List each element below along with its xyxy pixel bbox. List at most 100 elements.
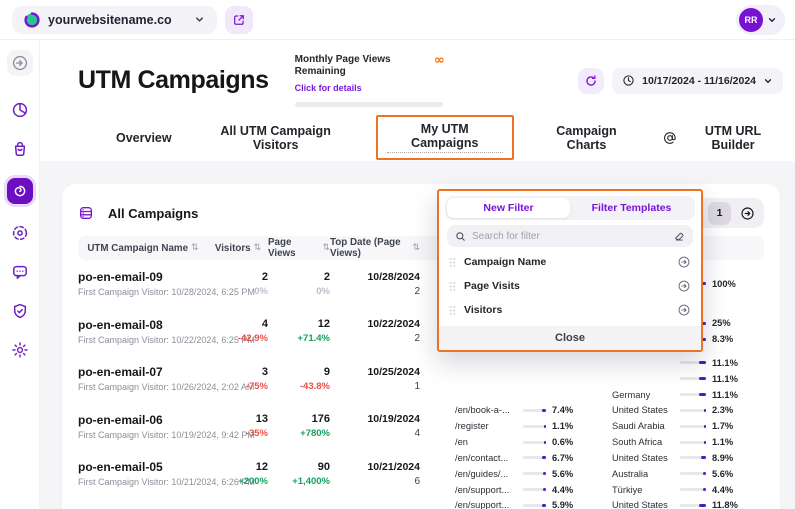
column-header-top-date[interactable]: Top Date (Page Views) ⇅	[330, 237, 420, 259]
close-button[interactable]: Close	[439, 326, 701, 350]
campaign-name: po-en-email-04	[78, 508, 208, 509]
filter-item-page-visits[interactable]: Page Visits	[449, 274, 691, 298]
percent-bar	[523, 456, 546, 460]
country-stat: 11.1%	[612, 373, 764, 385]
tab-new-filter[interactable]: New Filter	[447, 198, 570, 218]
card-title: All Campaigns	[108, 205, 199, 221]
top-date-cell: 10/19/2024 4	[367, 413, 420, 440]
percent-bar	[680, 503, 706, 507]
page-header: UTM Campaigns Monthly Page Views Remaini…	[40, 40, 795, 161]
filter-search[interactable]	[447, 225, 693, 247]
search-icon	[455, 231, 466, 242]
date-range-picker[interactable]: 10/17/2024 - 11/16/2024	[612, 67, 783, 94]
circle-arrow-right-icon[interactable]	[677, 255, 691, 269]
percent-bar	[680, 393, 706, 397]
column-header-campaign-name[interactable]: UTM Campaign Name ⇅	[87, 242, 199, 254]
top-date-cell: 10/25/2024 1	[367, 365, 420, 392]
table-row[interactable]: po-en-email-04First Campaign Visitor: 10…	[78, 498, 764, 509]
drag-handle-icon[interactable]	[449, 257, 456, 268]
pie-chart-icon	[11, 101, 29, 119]
percent-bar	[523, 424, 546, 428]
first-campaign-visitor: First Campaign Visitor: 10/22/2024, 6:25…	[78, 334, 255, 345]
arrow-right-circle-icon	[740, 206, 755, 221]
tab-my-utm-campaigns[interactable]: My UTM Campaigns	[386, 122, 503, 153]
table-row[interactable]: po-en-email-07 First Campaign Visitor: 10…	[78, 355, 764, 403]
column-header-page-views[interactable]: Page Views ⇅	[268, 237, 330, 259]
tab-filter-templates[interactable]: Filter Templates	[570, 198, 693, 218]
campaign-name: po-en-email-06	[78, 412, 163, 427]
page-title: UTM Campaigns	[78, 66, 269, 94]
sidebar-item-campaigns[interactable]	[3, 175, 36, 207]
refresh-button[interactable]	[578, 67, 605, 94]
chevron-down-icon	[767, 15, 777, 25]
column-header-visitors[interactable]: Visitors ⇅	[214, 242, 262, 254]
table-row[interactable]: po-en-email-06 First Campaign Visitor: 10…	[78, 403, 764, 451]
countries-cell: 11.1% 11.1% Germany 11.1%	[590, 357, 764, 401]
top-date-cell: 10/22/2024 2	[367, 318, 420, 345]
percent-bar	[523, 408, 546, 412]
avatar: RR	[739, 7, 763, 32]
campaign-name: po-en-email-09	[78, 270, 163, 285]
filter-item-campaign-name[interactable]: Campaign Name	[449, 250, 691, 274]
page-stat: /en/guides/... 5.6%	[455, 468, 574, 479]
quota-progress-bar	[294, 102, 443, 107]
open-site-button[interactable]	[224, 5, 253, 34]
percent-bar	[523, 503, 546, 507]
country-stat: Saudi Arabia 1.7%	[612, 421, 734, 432]
first-campaign-visitor: First Campaign Visitor: 10/26/2024, 2:02…	[78, 382, 255, 393]
quota-details-link[interactable]: Click for details	[294, 83, 362, 93]
country-stat: Australia 5.6%	[612, 468, 734, 479]
next-page-button[interactable]	[736, 202, 759, 225]
site-selector[interactable]: yourwebsitename.co	[12, 5, 217, 34]
sidebar-toggle[interactable]	[6, 50, 33, 76]
percent-bar	[680, 408, 706, 412]
circle-arrow-right-icon[interactable]	[677, 279, 691, 293]
user-menu[interactable]: RR	[736, 4, 785, 35]
sidebar-item-privacy[interactable]	[7, 298, 33, 324]
circle-arrow-right-icon[interactable]	[677, 303, 691, 317]
visitors-cell: 13 -35%	[245, 413, 268, 440]
filter-popup: New Filter Filter Templates Campaign Nam…	[437, 189, 703, 352]
refresh-icon	[584, 74, 598, 88]
sidebar-item-analytics[interactable]	[7, 97, 33, 123]
percent-bar	[680, 377, 706, 381]
eraser-icon[interactable]	[673, 230, 685, 242]
top-bar: yourwebsitename.co RR	[0, 0, 795, 40]
sidebar-item-store[interactable]	[7, 136, 33, 162]
sidebar-item-goals[interactable]	[7, 220, 33, 246]
percent-bar	[680, 424, 706, 428]
countries-cell: United States 2.3% Saudi Arabia 1.7% South A…	[590, 404, 764, 448]
country-stat: United States 8.9%	[612, 452, 734, 463]
database-icon	[78, 205, 94, 221]
external-link-icon	[232, 13, 246, 27]
percent-bar	[523, 440, 546, 444]
table-row[interactable]: po-en-email-05 First Campaign Visitor: 10…	[78, 450, 764, 498]
filter-item-visitors[interactable]: Visitors	[449, 298, 691, 322]
country-stat: United States 11.8%	[612, 500, 738, 509]
tab-campaign-charts[interactable]: Campaign Charts	[536, 124, 637, 152]
page-stat: /en 0.6%	[455, 437, 574, 448]
visitors-cell: 3 -75%	[245, 365, 268, 392]
filter-search-input[interactable]	[472, 230, 667, 242]
sort-icon: ⇅	[412, 243, 420, 253]
sort-icon: ⇅	[253, 243, 262, 253]
first-campaign-visitor: First Campaign Visitor: 10/28/2024, 6:25…	[78, 287, 255, 298]
drag-handle-icon[interactable]	[449, 281, 456, 292]
tab-overview[interactable]: Overview	[116, 130, 172, 145]
current-page[interactable]: 1	[708, 201, 731, 225]
percent-bar	[680, 361, 706, 365]
tab-all-utm-campaign-visitors[interactable]: All UTM Campaign Visitors	[198, 124, 354, 152]
country-stat: Türkiye 4.4%	[612, 484, 734, 495]
sidebar-item-settings[interactable]	[7, 337, 33, 363]
campaign-name: po-en-email-08	[78, 317, 163, 332]
tab-utm-url-builder[interactable]: UTM URL Builder	[663, 124, 783, 152]
first-campaign-visitor: First Campaign Visitor: 10/19/2024, 9:42…	[78, 429, 255, 440]
drag-handle-icon[interactable]	[449, 305, 456, 316]
sidebar-item-messages[interactable]	[7, 259, 33, 285]
shield-check-icon	[11, 302, 29, 320]
collapse-icon	[11, 54, 29, 72]
clock-icon	[622, 74, 635, 87]
sort-icon: ⇅	[191, 243, 199, 253]
page-views-cell: 176 +780%	[300, 413, 330, 440]
